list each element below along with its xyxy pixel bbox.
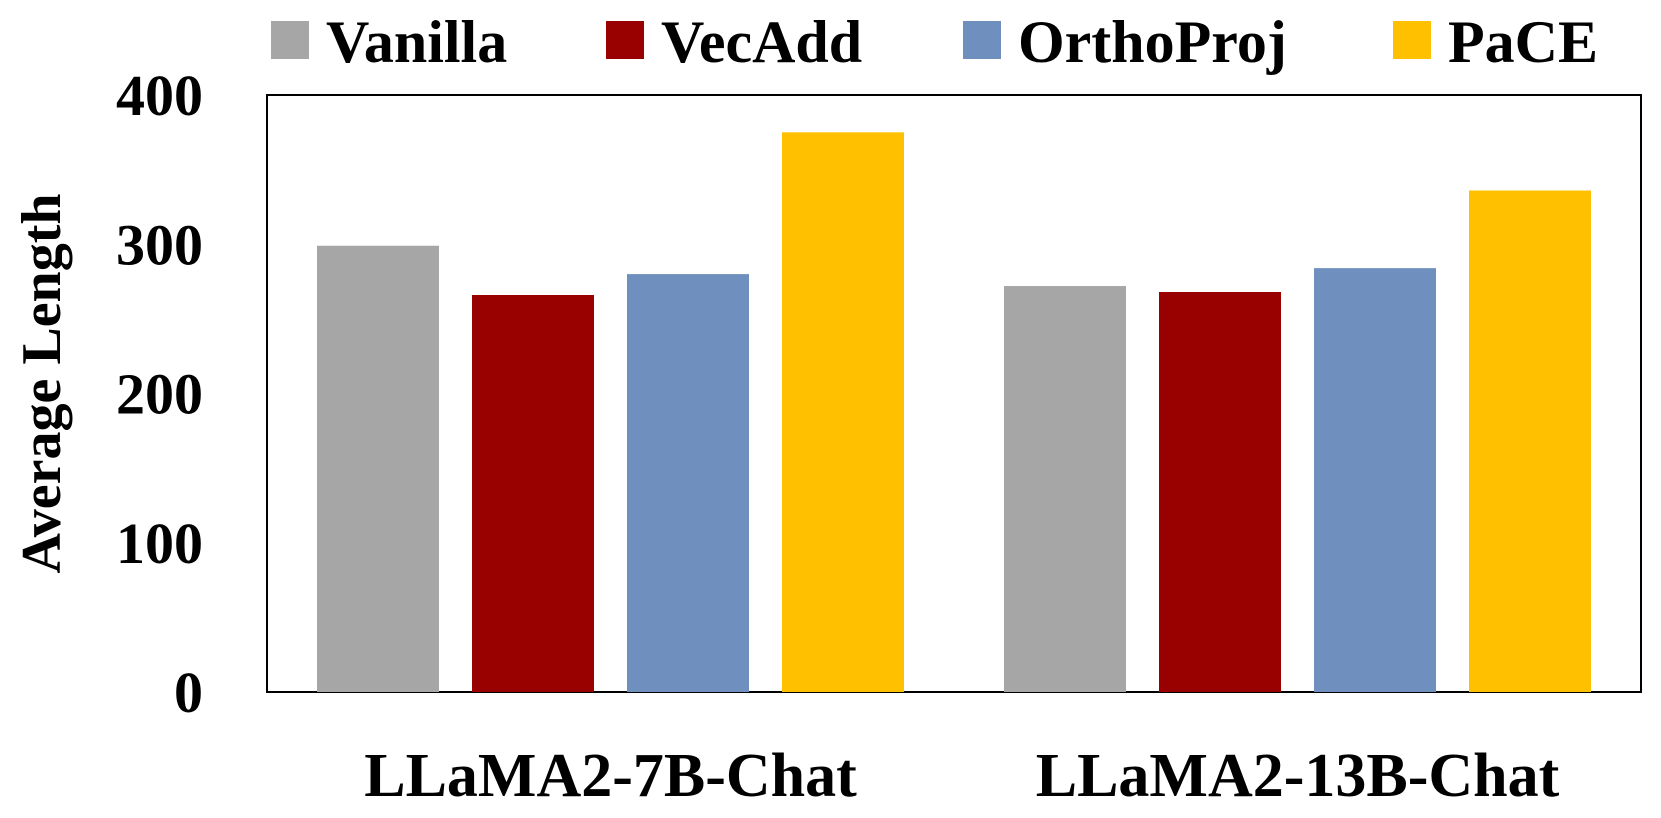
bar-orthoproj-1 <box>627 274 749 692</box>
y-tick-label: 300 <box>116 212 203 277</box>
legend-label-pace: PaCE <box>1448 9 1598 75</box>
bar-pace-1 <box>782 132 904 692</box>
bar-vecadd-1 <box>472 294 594 692</box>
legend-swatch-vanilla <box>271 21 309 59</box>
legend-label-vecadd: VecAdd <box>661 9 862 75</box>
bar-vecadd-2 <box>1159 292 1281 692</box>
y-axis-ticks: 0 100 200 300 400 <box>116 63 203 725</box>
y-tick-label: 0 <box>174 660 203 725</box>
bar-pace-2 <box>1469 190 1591 692</box>
bar-vanilla-2 <box>1004 286 1126 692</box>
y-tick-label: 200 <box>116 362 203 427</box>
x-tick-label: LLaMA2-13B-Chat <box>1036 742 1560 810</box>
x-axis-ticks: LLaMA2-7B-Chat LLaMA2-13B-Chat <box>364 742 1559 810</box>
bar-orthoproj-2 <box>1314 268 1436 692</box>
y-tick-label: 100 <box>116 511 203 576</box>
bars <box>317 132 1591 692</box>
bar-vanilla-1 <box>317 245 439 692</box>
legend-swatch-pace <box>1393 21 1431 59</box>
legend-label-orthoproj: OrthoProj <box>1018 9 1287 75</box>
plot-area <box>266 94 1642 693</box>
legend-swatch-orthoproj <box>963 21 1001 59</box>
legend: Vanilla VecAdd OrthoProj PaCE <box>271 9 1598 75</box>
legend-label-vanilla: Vanilla <box>326 9 507 75</box>
y-axis-label: Average Length <box>11 194 73 574</box>
x-tick-label: LLaMA2-7B-Chat <box>364 742 857 810</box>
legend-swatch-vecadd <box>606 21 644 59</box>
y-tick-label: 400 <box>116 63 203 128</box>
